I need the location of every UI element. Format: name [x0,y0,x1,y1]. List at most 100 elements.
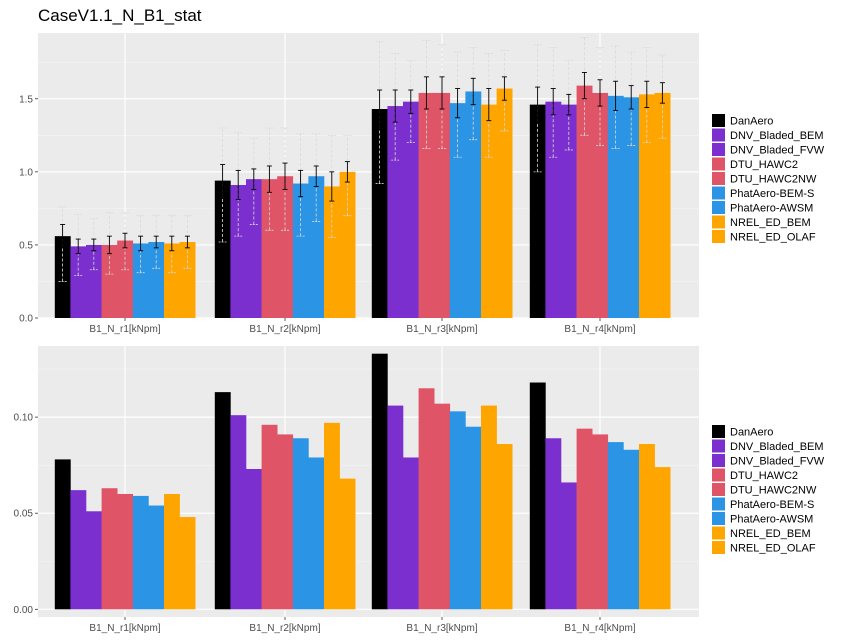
legend-key [712,512,725,525]
legend-label: PhatAero-AWSM [730,203,813,215]
bar [86,244,102,318]
legend-key [712,454,725,467]
legend-label: NREL_ED_OLAF [730,232,816,244]
legend-label: DNV_Bladed_FVW [730,145,825,157]
bar [371,353,388,610]
bar [418,388,435,610]
legend-key [712,157,725,171]
bar [545,438,562,610]
bar [592,434,609,610]
bar [277,434,294,610]
legend-label: DNV_Bladed_BEM [730,441,824,453]
bar [576,428,593,610]
bar [434,403,451,610]
bar [179,242,196,318]
legend-label: PhatAero-AWSM [730,514,813,526]
bar [70,246,87,318]
bar [261,179,278,318]
bar [592,92,609,318]
bar [214,392,231,610]
bar [101,244,118,318]
legend-key [712,201,725,214]
bar [54,236,71,318]
bar [654,92,671,318]
bar [277,176,294,318]
y-tick-label: 0.0 [19,314,33,325]
bar [339,171,356,318]
bar [246,179,262,318]
legend-key [712,439,725,453]
bar [117,240,134,318]
bar [164,243,180,318]
legend-key [712,526,725,540]
legend-label: DanAero [730,116,773,128]
legend-label: PhatAero-BEM-S [730,499,814,511]
legend-key [712,172,725,185]
bar [623,97,640,318]
bar [292,438,309,610]
x-tick-label: B1_N_r2[kNpm] [249,623,320,634]
bar [434,92,451,318]
x-tick-label: B1_N_r3[kNpm] [406,324,477,335]
bar [214,180,231,318]
bar [308,457,325,610]
bar [230,185,247,318]
y-tick-label: 1.5 [19,94,33,105]
x-tick-label: B1_N_r2[kNpm] [249,324,320,335]
bar [465,426,482,610]
y-tick-label: 0.5 [19,240,33,251]
legend-label: DNV_Bladed_FVW [730,456,825,468]
bar [324,186,340,318]
bar [545,101,562,318]
bar [246,469,262,610]
bar [387,106,404,318]
y-tick-label: 0.10 [14,413,34,424]
bar [639,94,655,318]
bar [561,104,577,318]
x-tick-label: B1_N_r3[kNpm] [406,623,477,634]
legend-label: DTU_HAWC2 [730,470,798,482]
bar [496,444,513,610]
bar [403,457,419,610]
bar [179,517,196,610]
y-tick-label: 0.00 [14,605,34,616]
legend-label: DTU_HAWC2NW [730,485,817,497]
legend-key [712,143,725,156]
legend-key [712,468,725,482]
y-tick-label: 0.05 [14,509,34,520]
legend-key [712,541,725,554]
bar [308,176,325,318]
bar [639,444,655,610]
legend-key [712,483,725,496]
bar [576,85,593,318]
bar [371,109,388,318]
bar [561,482,577,610]
legend-label: DNV_Bladed_BEM [730,130,824,142]
bar [529,104,546,318]
legend-label: NREL_ED_OLAF [730,543,816,555]
x-tick-label: B1_N_r4[kNpm] [564,623,635,634]
bar [403,101,419,318]
legend-label: PhatAero-BEM-S [730,188,814,200]
bar [86,511,102,610]
bar [418,92,435,318]
bar [339,478,356,610]
legend-key [712,230,725,243]
legend-label: NREL_ED_BEM [730,528,811,540]
bar [101,488,118,610]
bar [387,405,404,610]
legend-key [712,128,725,142]
legend-label: DTU_HAWC2NW [730,174,817,186]
bar [292,183,309,318]
bar [654,467,671,610]
legend-label: DTU_HAWC2 [730,159,798,171]
bar [623,449,640,610]
bar [449,411,466,610]
bar [465,91,482,318]
bar [70,490,87,610]
bar [324,422,340,610]
legend-key [712,497,725,511]
bar [117,493,134,610]
bar [496,88,513,319]
